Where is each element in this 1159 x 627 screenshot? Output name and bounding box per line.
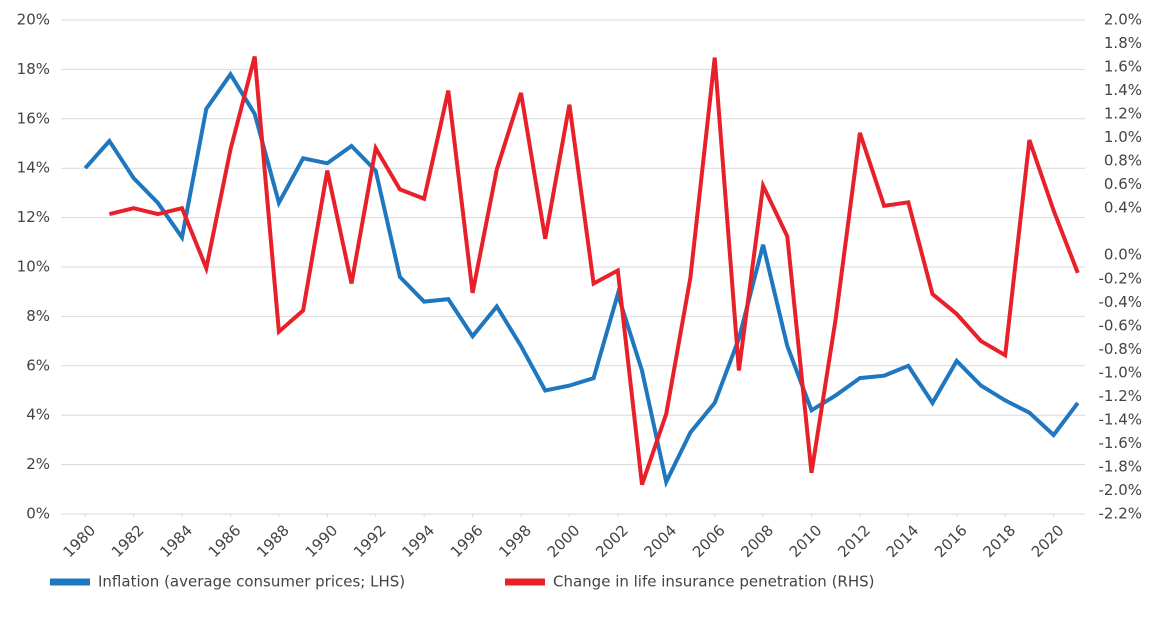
x-tick-label: 2014 xyxy=(883,521,923,561)
y-tick-label: 20% xyxy=(17,11,50,29)
x-tick-label: 1998 xyxy=(495,521,535,561)
x-tick-label: 2018 xyxy=(979,521,1019,561)
x-tick-label: 1984 xyxy=(156,521,196,561)
x-tick-label: 2000 xyxy=(544,521,584,561)
y2-tick-label: -2.0% xyxy=(1098,481,1142,499)
x-tick-label: 1986 xyxy=(205,521,245,561)
y2-tick-label: -1.2% xyxy=(1098,387,1142,405)
y2-tick-label: -1.6% xyxy=(1098,434,1142,452)
legend-label: Change in life insurance penetration (RH… xyxy=(553,573,875,591)
y2-tick-label: 0.6% xyxy=(1104,175,1142,193)
y-tick-label: 12% xyxy=(17,208,50,226)
x-tick-label: 1992 xyxy=(350,521,390,561)
y-tick-label: 0% xyxy=(26,505,50,523)
x-tick-label: 1996 xyxy=(447,521,487,561)
y2-tick-label: 0.8% xyxy=(1104,152,1142,170)
y2-tick-label: -0.2% xyxy=(1098,269,1142,287)
series-line xyxy=(108,55,1080,486)
x-tick-label: 1990 xyxy=(302,521,342,561)
y2-tick-label: -1.0% xyxy=(1098,363,1142,381)
legend-label: Inflation (average consumer prices; LHS) xyxy=(98,573,405,591)
series-line xyxy=(83,70,1080,488)
y2-tick-label: -1.8% xyxy=(1098,457,1142,475)
x-tick-label: 1980 xyxy=(59,521,99,561)
x-tick-label: 2006 xyxy=(689,521,729,561)
y-tick-label: 14% xyxy=(17,159,50,177)
y-tick-label: 2% xyxy=(26,455,50,473)
x-tick-label: 2020 xyxy=(1028,521,1068,561)
y2-tick-label: 0.4% xyxy=(1104,199,1142,217)
y-tick-label: 10% xyxy=(17,258,50,276)
x-tick-label: 2012 xyxy=(834,521,874,561)
x-tick-label: 1988 xyxy=(253,521,293,561)
x-tick-label: 2004 xyxy=(641,521,681,561)
y2-tick-label: -0.4% xyxy=(1098,293,1142,311)
y-tick-label: 18% xyxy=(17,60,50,78)
y2-tick-label: -1.4% xyxy=(1098,410,1142,428)
x-tick-label: 2016 xyxy=(931,521,971,561)
y2-tick-label: 0.0% xyxy=(1104,246,1142,264)
y2-tick-label: 1.6% xyxy=(1104,58,1142,76)
y2-tick-label: -0.6% xyxy=(1098,316,1142,334)
x-tick-label: 2008 xyxy=(737,521,777,561)
y2-tick-label: 1.8% xyxy=(1104,34,1142,52)
y-tick-label: 4% xyxy=(26,406,50,424)
y2-tick-label: -2.2% xyxy=(1098,505,1142,523)
x-tick-label: 1982 xyxy=(108,521,148,561)
y2-tick-label: 1.0% xyxy=(1104,128,1142,146)
x-tick-label: 1994 xyxy=(398,521,438,561)
y2-tick-label: 2.0% xyxy=(1104,11,1142,29)
y-tick-label: 8% xyxy=(26,307,50,325)
y2-tick-label: -0.8% xyxy=(1098,340,1142,358)
x-tick-label: 2010 xyxy=(786,521,826,561)
y2-tick-label: 1.4% xyxy=(1104,81,1142,99)
y-tick-label: 16% xyxy=(17,109,50,127)
y2-tick-label: 1.2% xyxy=(1104,105,1142,123)
y-tick-label: 6% xyxy=(26,356,50,374)
x-tick-label: 2002 xyxy=(592,521,632,561)
